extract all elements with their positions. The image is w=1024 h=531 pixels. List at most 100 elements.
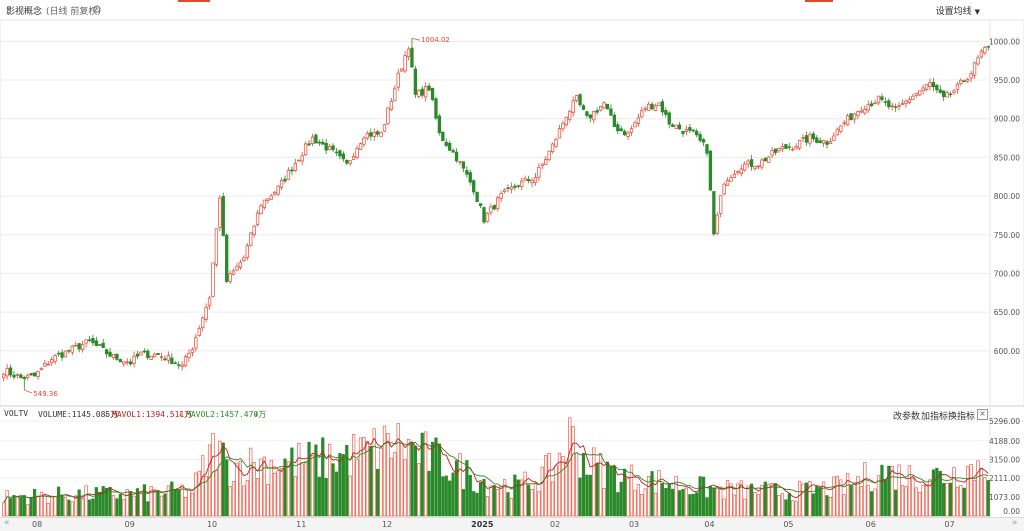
volume-bar [214, 470, 219, 517]
volume-bar [403, 459, 407, 517]
timeline-scrollbar[interactable]: « » 08 09 10 11 12 2025 02 03 04 05 06 07 [0, 517, 1024, 531]
candle [26, 374, 30, 378]
volume-bar [526, 484, 531, 517]
volume-bar [972, 480, 977, 517]
volume-bar [636, 484, 640, 517]
close-icon[interactable]: × [977, 409, 988, 420]
volume-bar [46, 503, 50, 517]
volume-bar [822, 481, 826, 517]
candle [674, 124, 678, 129]
volume-bar [585, 474, 589, 517]
scroll-left-icon[interactable]: « [4, 518, 10, 528]
candle [448, 142, 452, 151]
volume-bar [588, 474, 592, 517]
add-indicator-button[interactable]: 加指标 [921, 412, 949, 422]
candle [142, 350, 147, 353]
volume-bar [671, 488, 675, 517]
price-panel-frame [0, 19, 1024, 407]
candle [111, 354, 116, 358]
volume-bar [767, 483, 771, 517]
volume-bar [324, 478, 328, 517]
candle [554, 138, 558, 147]
volume-bar [218, 440, 222, 517]
volume-bar [914, 487, 918, 517]
volume-bar [345, 445, 349, 517]
candle [276, 185, 280, 195]
mavol2-value: MAVOL2:1457.470万 [186, 410, 267, 419]
volume-bar [424, 431, 428, 517]
candle [818, 140, 822, 143]
volume-bar [719, 486, 723, 517]
candle [526, 179, 531, 181]
candle [856, 111, 860, 116]
volume-bar [444, 475, 448, 517]
month-label: 06 [865, 520, 876, 529]
volume-bar [293, 476, 297, 517]
candle [485, 212, 490, 222]
candle [293, 162, 297, 171]
volume-bar [57, 486, 61, 517]
price-axis: 600.00 650.00 700.00 750.00 800.00 850.00 900.… [989, 37, 1020, 355]
volume-bar [561, 456, 565, 517]
scroll-right-icon[interactable]: » [1012, 518, 1018, 528]
candle [794, 145, 798, 149]
candle [444, 141, 448, 146]
volume-bar [904, 486, 908, 517]
candle [235, 265, 239, 271]
candle [159, 356, 164, 358]
candle [87, 339, 92, 341]
candle [324, 142, 328, 151]
volume-bar [300, 463, 304, 517]
edit-params-button[interactable]: 改参数 [893, 412, 921, 422]
candle [434, 98, 438, 119]
volume-bar [468, 474, 472, 517]
ma-settings-button[interactable]: 设置均线 ▼ [936, 4, 980, 17]
candle [938, 89, 942, 93]
volume-bar [732, 494, 737, 517]
candle [743, 163, 747, 171]
volume-bar [739, 480, 743, 517]
candle [722, 183, 726, 195]
candle [592, 111, 596, 121]
switch-indicator-button[interactable]: 换指标 [948, 412, 976, 422]
candle [928, 82, 932, 87]
candle [890, 105, 894, 108]
candle [180, 364, 184, 367]
volume-tick-label: 5296.00 [989, 417, 1020, 426]
candle [828, 140, 833, 144]
volume-bar [506, 492, 510, 517]
candle [424, 86, 428, 98]
volume-bar [842, 494, 846, 517]
volume-bar [122, 499, 126, 517]
candle [626, 132, 630, 137]
month-label: 11 [296, 520, 307, 529]
candle [297, 159, 301, 162]
volume-bar [53, 496, 57, 517]
volume-bar [317, 476, 321, 517]
candle [458, 161, 462, 163]
volume-bar [279, 468, 284, 517]
volume-bar [273, 472, 277, 517]
candle [194, 337, 198, 349]
volume-bar [890, 465, 894, 517]
volume-bar [365, 441, 369, 517]
stock-name: 影视概念 [6, 7, 43, 17]
candle [468, 172, 472, 183]
volume-bar [458, 453, 462, 517]
candle [887, 100, 891, 108]
volume-bar [489, 485, 493, 517]
volume-bar [595, 463, 599, 517]
price-tick-label: 850.00 [994, 153, 1020, 162]
candle [797, 139, 802, 149]
volume-bar [722, 498, 726, 517]
candle [815, 137, 819, 143]
gear-icon[interactable]: ⚙ [92, 3, 102, 16]
candle [756, 165, 761, 168]
candle [660, 101, 665, 113]
candle [386, 107, 390, 125]
candle [918, 90, 922, 96]
candle [509, 186, 514, 190]
volume-bar [341, 454, 345, 517]
volume-bar [70, 501, 74, 517]
